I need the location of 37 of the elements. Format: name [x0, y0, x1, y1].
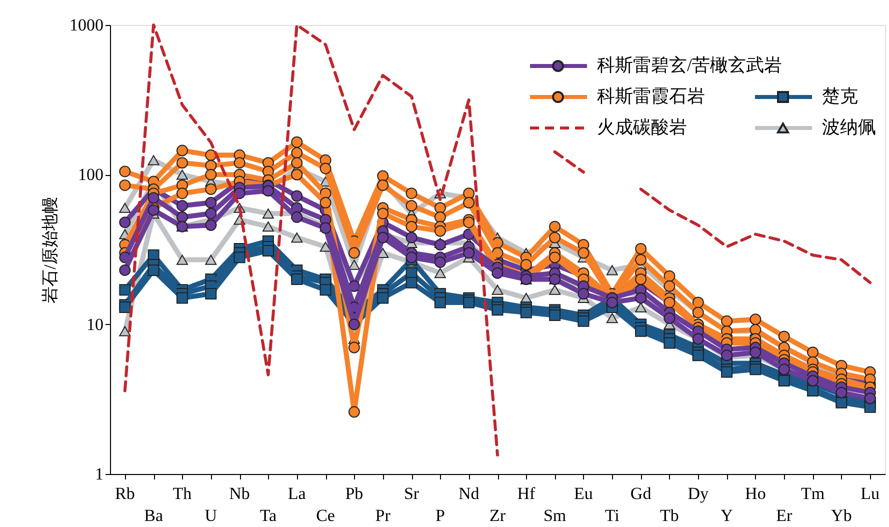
x-tick-label: Eu — [574, 484, 594, 503]
x-tick-label: P — [435, 506, 445, 525]
y-tick-label: 100 — [78, 165, 104, 184]
x-tick-label: U — [204, 506, 218, 525]
legend-label: 科斯雷霞石岩 — [597, 86, 705, 106]
legend-label: 科斯雷碧玄/苦橄玄武岩 — [597, 55, 782, 75]
legend-label: 火成碳酸岩 — [597, 117, 687, 137]
x-tick-label: Nb — [229, 484, 250, 503]
x-tick-label: Ta — [260, 506, 278, 525]
x-tick-label: Ba — [144, 506, 164, 525]
x-tick-label: Pr — [375, 506, 391, 525]
x-tick-label: Tb — [660, 506, 679, 525]
x-tick-label: Sm — [543, 506, 566, 525]
x-tick-label: La — [288, 484, 306, 503]
y-tick-label: 10 — [86, 314, 104, 334]
legend-label: 波纳佩 — [822, 117, 876, 137]
x-tick-label: Ho — [745, 484, 766, 503]
x-tick-label: Sr — [404, 484, 420, 503]
x-tick-label: Pb — [345, 484, 364, 503]
x-tick-label: Ce — [316, 506, 335, 525]
x-tick-label: Gd — [630, 484, 652, 503]
x-tick-label: Hf — [517, 484, 536, 503]
x-tick-label: Th — [172, 484, 192, 503]
x-tick-label: Nd — [458, 484, 480, 503]
x-tick-label: Ti — [604, 506, 620, 525]
x-tick-label: Yb — [831, 506, 852, 525]
y-axis-title: 岩石/原始地幔 — [40, 196, 60, 304]
y-tick-label: 1000 — [70, 16, 104, 34]
x-tick-label: Tm — [800, 484, 825, 503]
x-tick-label: Dy — [688, 484, 710, 503]
x-tick-label: Er — [776, 506, 792, 525]
x-tick-label: Lu — [860, 484, 880, 503]
x-tick-label: Rb — [114, 484, 135, 503]
y-tick-label: 1 — [95, 464, 104, 484]
x-tick-label: Y — [720, 506, 733, 525]
x-tick-label: Zr — [489, 506, 506, 525]
legend-label: 楚克 — [822, 86, 858, 106]
